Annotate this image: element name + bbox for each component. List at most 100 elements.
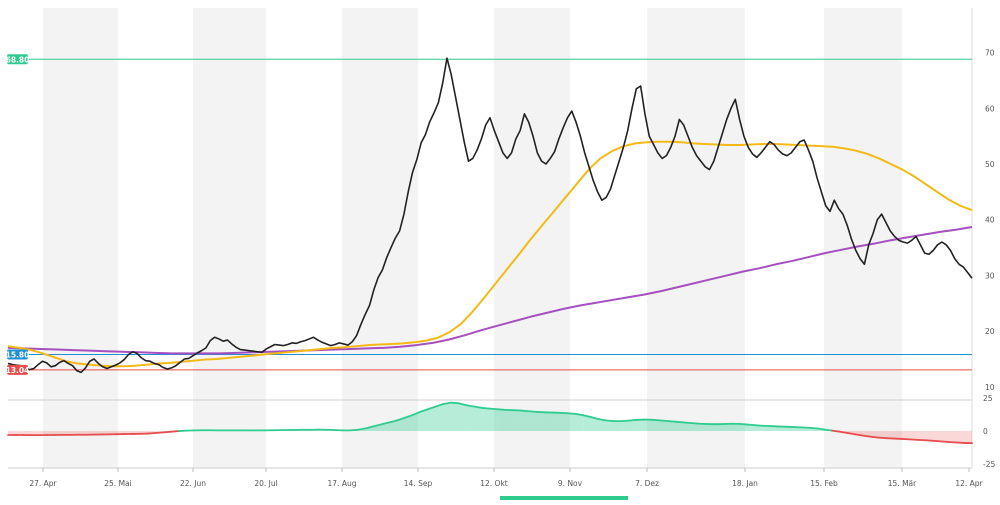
month-band <box>342 8 418 468</box>
indicator-area-segment <box>560 413 568 431</box>
indicator-line-segment <box>171 431 179 432</box>
x-tick-label: 9. Nov <box>558 479 583 488</box>
indicator-area-segment <box>498 409 506 431</box>
indicator-tick-label: -25 <box>983 460 995 469</box>
price-tick-label: 40 <box>985 216 995 225</box>
level-badges: 68.80 15.80 13.04 <box>6 54 30 375</box>
indicator-area-segment <box>902 431 910 439</box>
price-tick-label: 30 <box>985 271 995 280</box>
indicator-area-segment <box>451 403 459 431</box>
indicator-line-segment <box>879 438 887 439</box>
price-tick-label: 60 <box>985 104 995 113</box>
indicator-tick-label: 25 <box>983 394 993 403</box>
x-tick-label: 18. Jan <box>732 479 758 488</box>
price-axis-ticks: 10 20 30 40 50 60 70 <box>985 49 995 392</box>
indicator-area-segment <box>661 420 669 431</box>
indicator-area-segment <box>949 431 957 442</box>
indicator-line-segment <box>832 431 840 432</box>
x-tick-label: 14. Sep <box>404 479 433 488</box>
month-band <box>824 8 902 468</box>
indicator-line-segment <box>754 425 762 426</box>
indicator-area-segment <box>941 431 949 442</box>
indicator-area-segment <box>552 413 560 431</box>
indicator-line-segment <box>451 403 459 404</box>
indicator-area-segment <box>459 403 467 431</box>
x-tick-label: 27. Apr <box>29 479 57 488</box>
indicator-line-segment <box>863 436 871 437</box>
indicator-line-segment <box>809 428 817 429</box>
indicator-tick-label: 0 <box>983 427 988 436</box>
indicator-axis-ticks: -25 0 25 <box>983 394 995 469</box>
indicator-line-segment <box>925 440 933 441</box>
month-band <box>647 8 745 468</box>
month-band <box>193 8 266 468</box>
indicator-area-segment <box>436 404 444 431</box>
indicator-area-segment <box>568 413 576 431</box>
indicator-line-segment <box>529 411 537 412</box>
indicator-line-segment <box>630 420 638 421</box>
month-band <box>43 8 118 468</box>
x-tick-label: 15. Mär <box>888 479 917 488</box>
indicator-area-segment <box>428 407 436 431</box>
price-tick-label: 10 <box>985 383 995 392</box>
indicator-area-segment <box>645 420 653 431</box>
level-badge-label: 13.04 <box>6 366 30 375</box>
indicator-area-segment <box>513 410 521 431</box>
price-tick-label: 70 <box>985 49 995 58</box>
indicator-area-segment <box>715 424 723 431</box>
indicator-area-segment <box>467 405 475 431</box>
indicator-line-segment <box>871 437 879 438</box>
indicator-area-segment <box>964 431 972 443</box>
indicator-area-segment <box>420 409 428 431</box>
price-tick-label: 20 <box>985 327 995 336</box>
indicator-area-segment <box>925 431 933 441</box>
level-badge-label: 68.80 <box>6 55 30 64</box>
range-scroll-indicator <box>500 496 628 500</box>
indicator-line-segment <box>747 424 755 425</box>
indicator-area-segment <box>708 424 716 431</box>
indicator-line-segment <box>498 409 506 410</box>
indicator-area-segment <box>622 420 630 431</box>
indicator-line-segment <box>941 441 949 442</box>
indicator-area-segment <box>521 411 529 431</box>
indicator-line-segment <box>156 432 164 433</box>
x-tick-label: 12. Apr <box>955 479 983 488</box>
indicator-line-segment <box>684 422 692 423</box>
indicator-line-segment <box>653 420 661 421</box>
indicator-area-segment <box>474 407 482 431</box>
indicator-area-segment <box>537 412 545 431</box>
indicator-line-segment <box>817 428 825 429</box>
indicator-area-segment <box>956 431 964 443</box>
indicator-line-segment <box>568 413 576 414</box>
indicator-area-segment <box>443 403 451 431</box>
x-tick-label: 15. Feb <box>810 479 838 488</box>
indicator-line-segment <box>148 433 156 434</box>
indicator-line-segment <box>949 442 957 443</box>
indicator-area-segment <box>630 420 638 431</box>
indicator-area-segment <box>482 408 490 431</box>
indicator-area-segment <box>653 420 661 431</box>
indicator-area-segment <box>576 414 584 431</box>
indicator-area-segment <box>607 420 615 431</box>
indicator-line-segment <box>163 432 171 433</box>
indicator-line-segment <box>490 409 498 410</box>
x-tick-label: 20. Jul <box>254 479 277 488</box>
indicator-line-segment <box>824 429 832 430</box>
x-tick-label: 22. Jun <box>180 479 206 488</box>
indicator-area-segment <box>490 409 498 431</box>
x-tick-label: 12. Okt <box>480 479 508 488</box>
indicator-area-segment <box>933 431 941 441</box>
indicator-area-segment <box>638 420 646 431</box>
x-tick-label: 7. Dez <box>635 479 659 488</box>
indicator-line-segment <box>739 424 747 425</box>
indicator-line-segment <box>607 420 615 421</box>
indicator-area-segment <box>529 411 537 431</box>
indicator-area-segment <box>918 431 926 440</box>
indicator-area-segment <box>669 421 677 431</box>
price-tick-label: 50 <box>985 160 995 169</box>
level-badge-label: 15.80 <box>6 351 30 360</box>
indicator-line-segment <box>661 420 669 421</box>
indicator-line-segment <box>622 420 630 421</box>
